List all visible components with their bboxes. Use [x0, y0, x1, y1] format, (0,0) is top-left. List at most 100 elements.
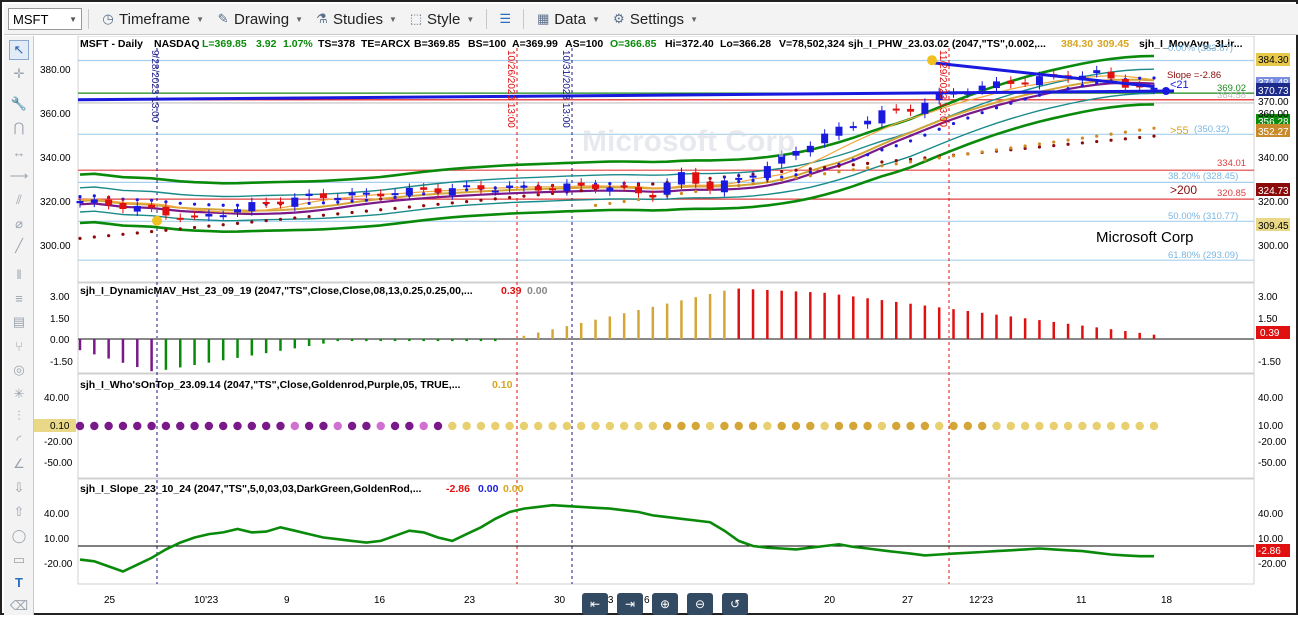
whos-on-top-dot — [161, 421, 171, 431]
whos-on-top-dot — [433, 421, 443, 431]
fib-levels-icon[interactable]: ⫶ — [17, 408, 21, 423]
gann-icon[interactable]: ✳ — [13, 386, 25, 401]
crosshair-icon[interactable]: ✛ — [13, 66, 25, 81]
ma21-dot — [880, 148, 884, 152]
chart-area[interactable]: MSFT - Daily NASDAQ L=369.85 3.92 1.07% … — [34, 35, 1298, 615]
whos-on-top-dot — [290, 421, 299, 431]
ray-icon[interactable]: ⟶ — [9, 168, 29, 183]
timeframe-button[interactable]: ◷ Timeframe ▼ — [95, 7, 210, 31]
arrow-down-icon[interactable]: ⇩ — [13, 480, 25, 495]
layout-button[interactable]: ☰ — [493, 7, 517, 31]
slope-axis-right-label: 10.00 — [1258, 534, 1283, 545]
candle-down — [377, 193, 385, 197]
grid-icon[interactable]: ▤ — [12, 314, 26, 329]
ma-purple-line — [79, 81, 1155, 216]
ma200-dot — [379, 208, 383, 212]
arc-icon[interactable]: ◜ — [16, 432, 22, 447]
header-symbol: MSFT - Daily — [80, 38, 143, 50]
vertical-lines-icon[interactable]: ‖ — [16, 266, 22, 282]
whos-on-top-axis-label: 40.00 — [44, 393, 69, 404]
zoom-out-button[interactable]: ⊖ — [687, 593, 713, 615]
ma200-dot — [107, 234, 111, 238]
whos-on-top-dot — [1106, 421, 1116, 431]
magnet-icon[interactable]: ⋂ — [13, 120, 25, 135]
header-study1-v2: 309.45 — [1097, 38, 1129, 50]
ma200-dot — [278, 217, 283, 221]
whos-on-top-dot — [877, 421, 887, 431]
time-axis-label: 9 — [284, 595, 290, 606]
whos-on-top-dot — [705, 421, 715, 431]
scroll-left-button[interactable]: ⇤ — [582, 593, 608, 615]
candle-down — [620, 185, 628, 188]
wrench-icon[interactable]: 🔧 — [10, 96, 28, 111]
slope-axis-right-label: 40.00 — [1258, 509, 1283, 520]
zoom-in-button[interactable]: ⊕ — [652, 593, 678, 615]
ma200-dot — [1080, 141, 1084, 145]
style-icon: ⬚ — [409, 11, 423, 26]
data-button[interactable]: ▦ Data ▼ — [530, 7, 606, 31]
histogram-axis-right-label: 3.00 — [1258, 292, 1278, 303]
candle-down — [577, 182, 585, 186]
zoom-in-icon: ⊕ — [659, 597, 671, 611]
chart-canvas[interactable]: MSFT - Daily NASDAQ L=369.85 3.92 1.07% … — [34, 35, 1298, 615]
eraser-icon[interactable]: ⌫ — [9, 598, 29, 613]
studies-button[interactable]: ⚗ Studies ▼ — [309, 7, 403, 31]
angle-icon[interactable]: ∠ — [13, 456, 25, 471]
whos-on-top-dot — [276, 421, 285, 431]
candle-up — [792, 150, 800, 156]
trendline-icon[interactable]: ╱ — [15, 238, 23, 253]
ma200-dot — [1109, 138, 1113, 142]
spiral-icon[interactable]: ◎ — [13, 362, 25, 377]
ma55-dot — [1052, 140, 1056, 144]
level-350-label: (350.32) — [1194, 124, 1229, 135]
ellipse-icon[interactable]: ◯ — [11, 528, 27, 543]
candle-down — [706, 181, 714, 190]
slope-axis-label: -20.00 — [44, 559, 73, 570]
brush-icon[interactable]: ⌀ — [15, 216, 23, 231]
candle-up — [448, 188, 456, 196]
tag-384-bg — [1256, 53, 1290, 66]
header-study1: sjh_I_PHW_23.03.02 (2047,"TS",0.002,... — [848, 38, 1046, 50]
pitchfork-icon[interactable]: ⑂ — [15, 338, 23, 354]
ma200-dot — [866, 161, 870, 165]
rectangle-icon[interactable]: ▭ — [12, 552, 26, 567]
whos-on-top-dot — [390, 421, 400, 431]
drawing-button[interactable]: ✎ Drawing ▼ — [210, 7, 309, 31]
symbol-selector[interactable]: MSFT ▼ — [8, 8, 82, 30]
candle-up — [391, 193, 399, 196]
candle-down — [892, 108, 900, 111]
reset-button[interactable]: ↺ — [722, 593, 748, 615]
candle-up — [334, 197, 342, 201]
ma200-dot — [1037, 145, 1042, 149]
whos-on-top-axis-right-label: 10.00 — [1258, 421, 1283, 432]
whos-on-top-dot — [1020, 421, 1030, 431]
select-cursor-icon[interactable]: ↖ — [9, 40, 29, 60]
horizontal-lines-icon[interactable]: ≡ — [15, 290, 23, 306]
style-button[interactable]: ⬚ Style ▼ — [403, 7, 480, 31]
gear-icon: ⚙ — [613, 11, 625, 26]
tag-309: 309.45 — [1258, 221, 1289, 232]
arrow-up-icon[interactable]: ⇧ — [13, 504, 25, 519]
candle-up — [563, 183, 571, 192]
chevron-down-icon: ▼ — [389, 14, 397, 24]
candle-up — [76, 201, 84, 204]
arrows-horizontal-icon[interactable]: ↔ — [12, 144, 26, 160]
channel-icon[interactable]: ⫽ — [16, 192, 22, 207]
scroll-right-button[interactable]: ⇥ — [617, 593, 643, 615]
ma55-dot — [923, 158, 927, 162]
settings-label: Settings — [629, 10, 685, 28]
ma21-dot — [321, 201, 326, 205]
text-tool-icon[interactable]: T — [15, 574, 23, 590]
whos-on-top-dot — [734, 421, 743, 431]
whos-on-top-dot — [233, 421, 242, 431]
ma200-dot — [221, 223, 225, 227]
data-label: Data — [554, 10, 586, 28]
ma21-dot — [178, 201, 182, 205]
ma55-dot — [751, 182, 755, 186]
whos-on-top-dot — [419, 421, 428, 431]
settings-button[interactable]: ⚙ Settings ▼ — [606, 7, 704, 31]
candle-up — [348, 192, 356, 196]
vline-label-1: 9/28/2023 13:00 — [149, 50, 160, 123]
tag-324-bg — [1256, 183, 1290, 196]
fib-0-label: 0.00% (383.87) — [1168, 43, 1233, 54]
